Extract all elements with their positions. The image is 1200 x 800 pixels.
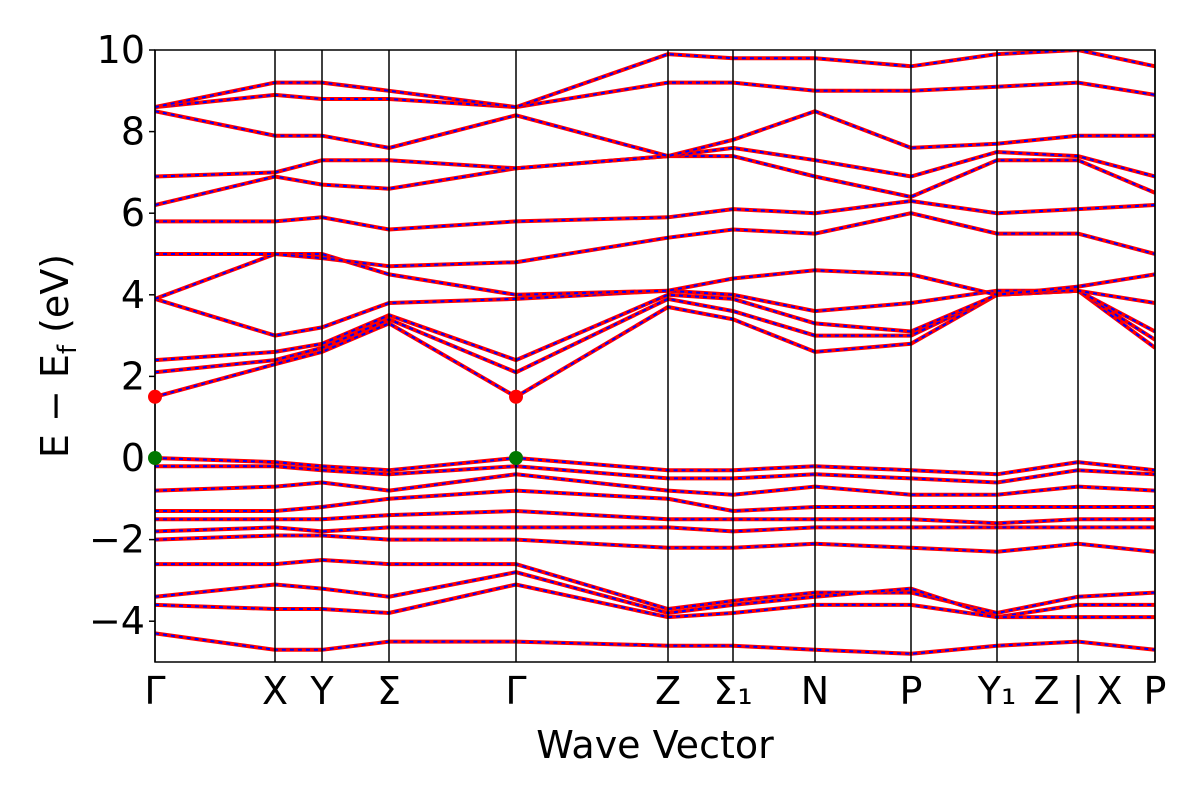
y-label-part: E − E <box>33 354 77 458</box>
band <box>155 288 1155 338</box>
band <box>155 211 1155 269</box>
x-tick-label: N <box>801 669 829 713</box>
band-overlay <box>155 473 1155 496</box>
x-axis-label: Wave Vector <box>536 723 774 767</box>
y-tick-label: 2 <box>121 354 145 398</box>
band-overlay <box>155 571 1155 619</box>
band-overlay <box>155 289 1155 398</box>
x-tick-label: P <box>1144 669 1167 713</box>
x-tick-label: Y <box>309 669 334 713</box>
x-tick-label: Z | X <box>1033 669 1122 714</box>
band-overlay <box>155 110 1155 158</box>
y-axis-label: E − Ef (eV) <box>33 254 83 458</box>
band <box>155 80 1155 110</box>
band <box>155 198 1155 232</box>
x-tick-label: X <box>262 669 288 713</box>
band-overlay <box>155 489 1155 513</box>
band-overlay <box>155 146 1155 178</box>
band-overlay <box>155 526 1155 533</box>
y-tick-label: −4 <box>89 599 145 643</box>
band-overlay <box>155 155 1155 206</box>
x-tick-label: Z <box>655 669 681 713</box>
y-tick-label: 10 <box>97 28 145 72</box>
band-overlay <box>155 509 1155 525</box>
x-tick-label: Σ <box>377 669 401 713</box>
band-overlay <box>155 465 1155 484</box>
band-overlay <box>155 289 1155 362</box>
band <box>155 631 1155 656</box>
band <box>155 455 1155 477</box>
band <box>155 288 1155 363</box>
band-overlay <box>155 253 1155 300</box>
y-tick-label: 0 <box>121 436 145 480</box>
x-tick-label: P <box>900 669 923 713</box>
extremum-marker <box>148 451 162 465</box>
band-overlay <box>155 456 1155 476</box>
band-overlay <box>155 583 1155 619</box>
extremum-marker <box>148 389 162 404</box>
bands <box>155 50 1155 656</box>
band <box>155 109 1155 159</box>
y-label-sub: f <box>53 344 83 354</box>
y-tick-label: 4 <box>121 273 145 317</box>
band <box>155 252 1155 301</box>
band-overlay <box>155 199 1155 231</box>
band-overlay <box>155 50 1155 109</box>
y-label-part: (eV) <box>33 254 77 345</box>
x-tick-label: Σ₁ <box>713 669 752 713</box>
x-tick-label: Γ <box>505 669 526 713</box>
band-overlay <box>155 558 1155 615</box>
y-tick-label: 6 <box>121 191 145 235</box>
x-tick-label: Y₁ <box>977 669 1016 713</box>
band-overlay <box>155 81 1155 109</box>
x-tick-label: Γ <box>144 669 165 713</box>
band-overlay <box>155 632 1155 655</box>
y-tick-label: 8 <box>121 110 145 154</box>
extremum-marker <box>509 389 523 404</box>
band <box>155 508 1155 526</box>
extremum-marker <box>509 451 523 465</box>
band-overlay <box>155 534 1155 553</box>
y-tick-label: −2 <box>89 518 145 562</box>
band <box>155 533 1155 554</box>
